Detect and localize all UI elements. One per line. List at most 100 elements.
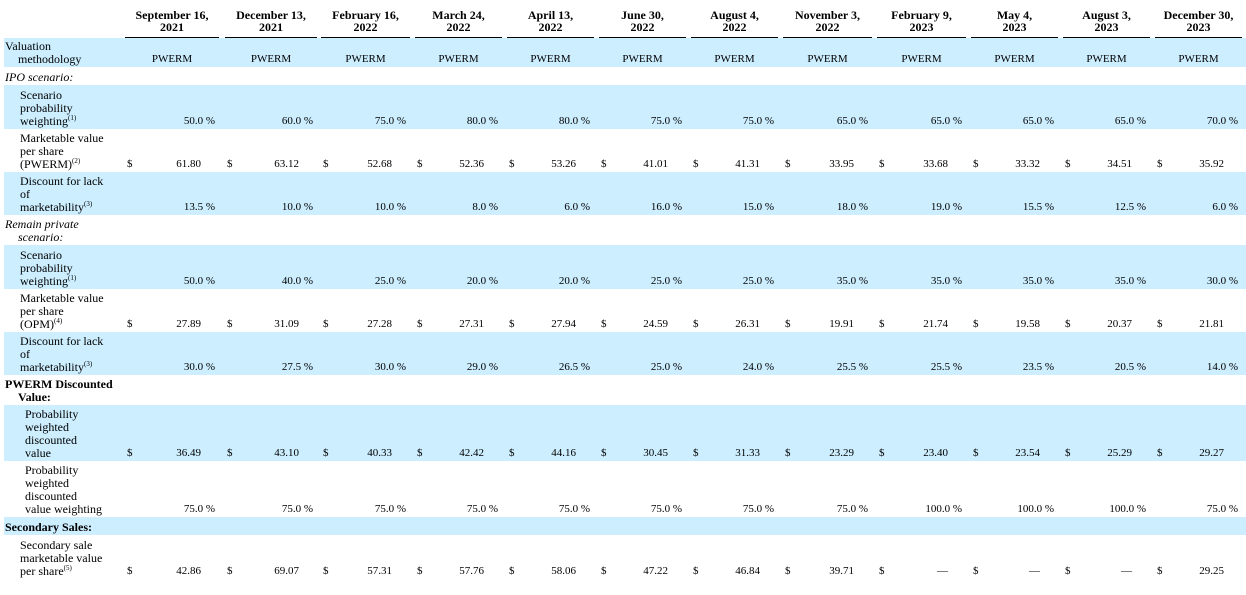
table-cell: 52.68 [367,158,392,170]
currency-symbol: $ [1157,447,1163,459]
currency-symbol: $ [879,318,885,330]
currency-symbol: $ [879,565,885,577]
column-header-line: August 4, [710,8,759,22]
table-cell: 63.12 [274,158,299,170]
row-label: Scenario probability weighting(1) [20,89,76,128]
currency-symbol: $ [973,318,979,330]
table-cell: 41.31 [735,158,760,170]
table-cell: PWERM [151,53,193,65]
table-cell: 75.0 % [650,503,682,515]
table-cell: 57.31 [367,565,392,577]
row-label-line: Valuation [5,39,51,53]
currency-symbol: $ [879,158,885,170]
table-cell: 14.0 % [1206,361,1238,373]
column-header: May 4, 2023 [971,9,1058,38]
currency-symbol: $ [417,447,423,459]
column-header-line: 2023 [1094,20,1119,34]
table-cell: 33.32 [1015,158,1040,170]
table-cell: PWERM [438,53,479,65]
table-cell: 23.29 [829,447,854,459]
table-row: Valuation methodology PWERM PWERM PWERM PWERM… [4,38,1246,67]
currency-symbol: $ [323,447,329,459]
table-cell: 80.0 % [466,115,498,127]
column-header-line: May 4, [996,8,1033,22]
row-label-line: discounted [25,489,77,503]
footnote-marker: (1) [68,274,77,282]
column-header-line: 2022 [538,20,563,34]
row-label-line: weighting(1) [20,114,77,128]
table-cell: 19.91 [829,318,854,330]
table-row: Marketable value per share (PWERM)(2) $61.8… [4,129,1246,172]
table-cell: 75.0 % [650,115,682,127]
table-cell: PWERM [345,53,386,65]
row-label-line: Probability [25,407,79,421]
table-cell: 33.95 [829,158,854,170]
table-cell: 29.27 [1199,447,1224,459]
footnote-marker: (1) [68,114,77,122]
table-cell: 20.0 % [558,275,590,287]
column-header-line: August 3, [1082,8,1131,22]
currency-symbol: $ [323,158,329,170]
row-label: Scenario probability weighting(1) [20,249,76,288]
table-cell: 75.0 % [836,503,868,515]
currency-symbol: $ [1157,565,1163,577]
table-row: Discount for lack of marketability(3) 30.0 … [4,332,1246,375]
row-label-line: Marketable value [20,131,104,145]
table-cell: 41.01 [643,158,668,170]
table-row: Marketable value per share (OPM)(4) $27.89 $… [4,289,1246,332]
currency-symbol: $ [417,565,423,577]
table-cell: 15.5 % [1022,201,1054,213]
table-cell: 25.0 % [742,275,774,287]
table-cell: 24.0 % [742,361,774,373]
currency-symbol: $ [693,158,699,170]
currency-symbol: $ [509,158,515,170]
column-header-line: November 3, [794,8,861,22]
table-cell: 24.59 [643,318,668,330]
column-header-line: 2022 [630,20,655,34]
currency-symbol: $ [973,158,979,170]
currency-symbol: $ [323,318,329,330]
currency-symbol: $ [601,318,607,330]
table-cell: 25.0 % [650,275,682,287]
row-label-line: Probability [25,463,79,477]
currency-symbol: $ [601,565,607,577]
row-label-line: weighting(1) [20,274,77,288]
table-cell: PWERM [1086,53,1127,65]
row-label-line: marketability(3) [20,200,93,214]
row-label-line: Scenario [20,88,62,102]
table-cell: 20.5 % [1114,361,1146,373]
table-cell: 75.0 % [183,503,215,515]
currency-symbol: $ [1065,318,1071,330]
row-label-line: marketable value [20,551,103,565]
column-header-line: 2022 [353,20,378,34]
column-header: February 9, 2023 [877,9,966,38]
table-row: Scenario probability weighting(1) 50.0 % 60.… [4,85,1246,129]
table-cell: 75.0 % [558,503,590,515]
table-row: IPO scenario: [4,67,1246,85]
column-header-line: 2023 [1002,20,1027,34]
column-header-line: 2022 [446,20,471,34]
column-header-line: 2023 [1186,20,1211,34]
currency-symbol: $ [879,447,885,459]
table-cell: 6.0 % [564,201,590,213]
table-cell: 60.0 % [281,115,313,127]
currency-symbol: $ [785,158,791,170]
currency-symbol: $ [785,447,791,459]
table-cell: 69.07 [274,565,299,577]
table-cell: 75.0 % [281,503,313,515]
table-cell: 30.0 % [183,361,215,373]
currency-symbol: $ [601,158,607,170]
row-label-line: Scenario [20,248,62,262]
table-cell: 33.68 [923,158,948,170]
table-cell: 23.5 % [1022,361,1054,373]
column-header-line: December 13, [236,8,306,22]
row-label-line: per share [20,304,64,318]
column-header: April 13, 2022 [507,9,594,38]
table-cell: 47.22 [643,565,668,577]
table-cell: 36.49 [176,447,201,459]
row-label-line: marketability(3) [20,360,93,374]
column-header: March 24, 2022 [415,9,502,38]
currency-symbol: $ [601,447,607,459]
table-row: Secondary sale marketable value per share(… [4,535,1246,579]
